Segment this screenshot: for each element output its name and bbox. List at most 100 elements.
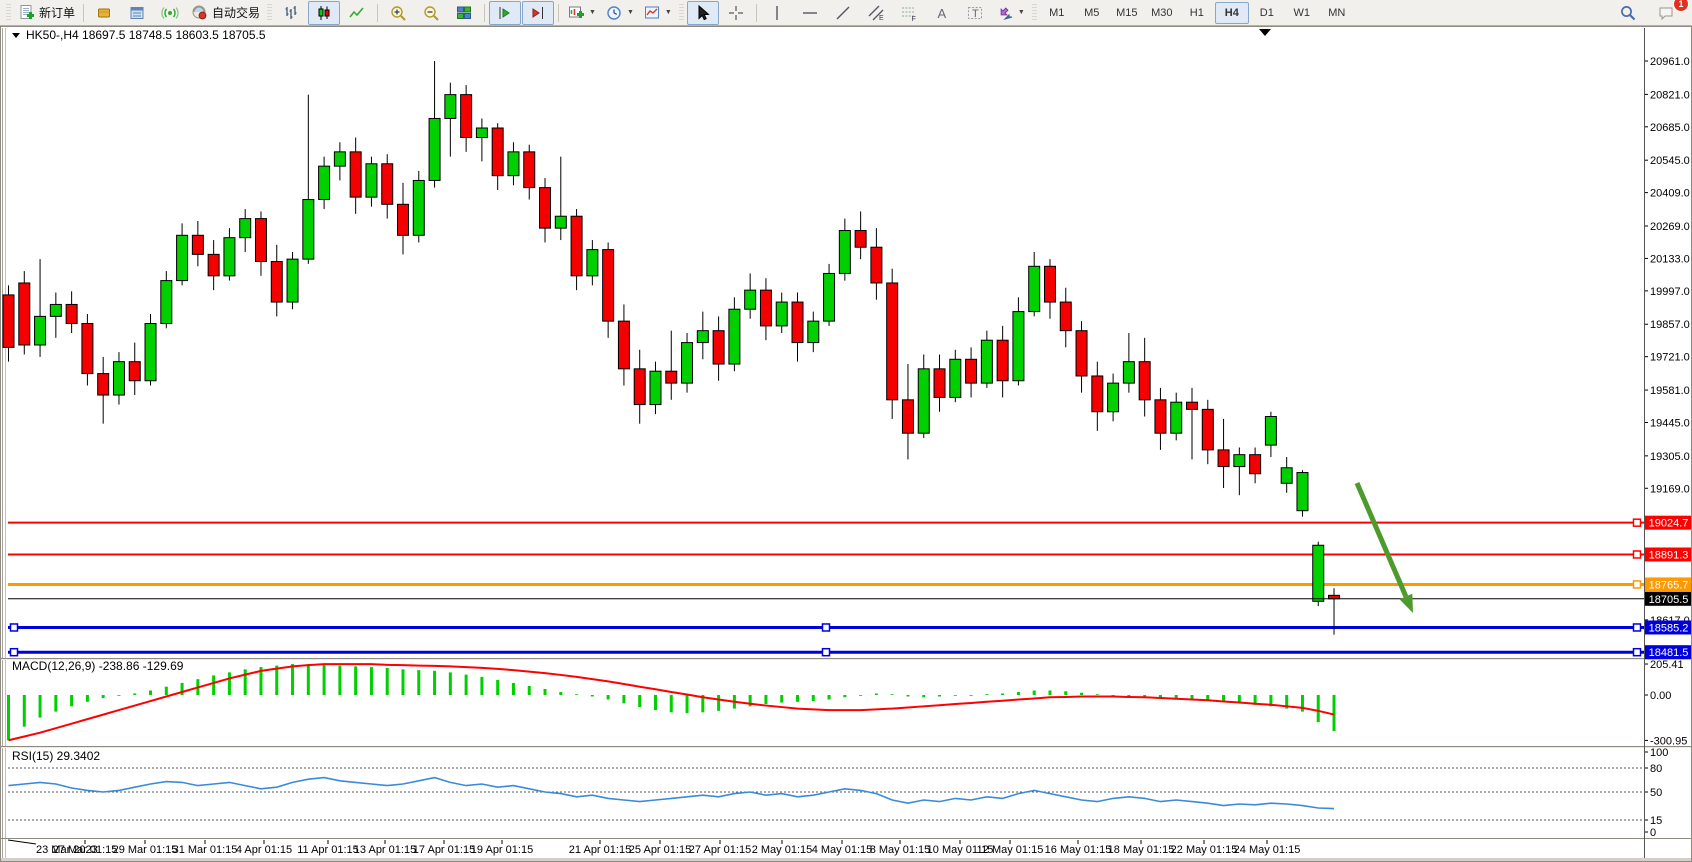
cursor-icon: [698, 4, 710, 20]
dropdown-caret: ▼: [626, 9, 634, 16]
trendline-button[interactable]: [827, 1, 859, 25]
chart-shift-button[interactable]: [522, 0, 555, 25]
bar-chart-button[interactable]: [275, 1, 307, 25]
timeframe-button-M15[interactable]: M15: [1116, 6, 1138, 19]
equidistant-channel-button[interactable]: E: [860, 1, 892, 25]
horizontal-line-button[interactable]: [794, 1, 826, 25]
toolbar-grip[interactable]: [267, 3, 273, 22]
arrows-button[interactable]: ▼: [992, 1, 1029, 25]
price-tick-label: 20269.0: [1650, 221, 1690, 233]
line-handle[interactable]: [9, 623, 19, 632]
new-order-icon: [20, 4, 34, 19]
price-tick-label: 20545.0: [1650, 155, 1690, 167]
zoom-out-button[interactable]: [415, 1, 447, 25]
timeframe-button-W1[interactable]: W1: [1293, 6, 1311, 19]
toolbar-grip[interactable]: [678, 3, 684, 22]
periods-button[interactable]: ▼: [601, 1, 638, 25]
time-label: 4 May 01:15: [812, 844, 873, 856]
line-handle[interactable]: [821, 623, 831, 632]
time-label: 13 Apr 01:15: [354, 844, 416, 856]
history-center-button[interactable]: [88, 1, 120, 25]
notification-badge: 1: [1673, 0, 1689, 12]
price-tick-label: 19721.0: [1650, 352, 1690, 364]
notifications-button[interactable]: 1: [1650, 0, 1689, 25]
time-label: 2 May 01:15: [752, 844, 813, 856]
trend-arrow-head[interactable]: [1399, 593, 1413, 613]
price-badges: 19024.7 18891.3 18765.7 18705.5 18585.2 18481…: [1645, 515, 1692, 660]
autotrading-button[interactable]: 自动交易: [187, 1, 264, 25]
time-label: 27 Apr 01:15: [689, 844, 751, 856]
new-order-button[interactable]: 新订单: [14, 1, 79, 25]
line-handle[interactable]: [821, 647, 831, 657]
crosshair-button[interactable]: [720, 1, 752, 25]
vertical-line-button[interactable]: [761, 1, 793, 25]
auto-scroll-icon: [499, 6, 510, 19]
chart-area[interactable]: 20961.0 20821.0 20685.0 20545.0 20409.0 20269…: [0, 26, 1692, 862]
collapse-arrow-icon[interactable]: [12, 33, 20, 38]
timeframe-button-MN[interactable]: MN: [1328, 6, 1346, 19]
main-toolbar: 新订单: [0, 0, 1692, 26]
line-handle[interactable]: [1632, 647, 1642, 657]
toolbar-grip[interactable]: [6, 3, 11, 22]
candlestick-chart-icon: [318, 5, 330, 20]
price-tick-label: 20409.0: [1650, 188, 1690, 200]
text-label-button[interactable]: T: [959, 1, 991, 25]
time-label: 8 May 01:15: [870, 844, 931, 856]
time-label: 22 May 01:15: [1171, 844, 1238, 856]
line-handle[interactable]: [1632, 580, 1642, 589]
new-chart-icon: [569, 6, 585, 18]
dropdown-caret: ▼: [664, 9, 672, 16]
line-handle[interactable]: [9, 647, 19, 657]
svg-text:T: T: [972, 8, 979, 20]
svg-text:F: F: [911, 16, 915, 22]
dropdown-caret: ▼: [1017, 9, 1025, 16]
timeframe-button-M30[interactable]: M30: [1151, 6, 1173, 19]
templates-button[interactable]: ▼: [639, 1, 676, 25]
text-button[interactable]: A: [926, 1, 958, 25]
price-tick-label: 19169.0: [1650, 483, 1690, 495]
candlestick-chart-button[interactable]: [308, 0, 341, 25]
separator: [484, 3, 486, 22]
line-chart-button[interactable]: [341, 1, 373, 25]
price-tick-label: 19581.0: [1650, 385, 1690, 397]
price-badge-18705.5: [1645, 591, 1692, 606]
price-badge-label: 18481.5: [1649, 647, 1689, 659]
price-tick-label: 20821.0: [1650, 89, 1690, 101]
line-handle[interactable]: [1632, 623, 1642, 632]
market-watch-button[interactable]: [121, 1, 153, 25]
autotrading-label: 自动交易: [212, 6, 261, 20]
timeframe-button-M1[interactable]: M1: [1049, 6, 1065, 19]
time-label: 10 May 01:15: [927, 844, 994, 856]
price-badge-18765.7: [1645, 577, 1692, 592]
auto-scroll-button[interactable]: [489, 0, 522, 25]
signals-button[interactable]: [154, 1, 186, 25]
timeframe-button-D1[interactable]: D1: [1259, 6, 1274, 19]
search-button[interactable]: [1612, 1, 1644, 25]
tile-windows-button[interactable]: [448, 1, 480, 25]
line-handle[interactable]: [1632, 518, 1642, 527]
dropdown-caret: ▼: [589, 9, 596, 16]
vertical-line-icon: [776, 5, 778, 20]
new-chart-button[interactable]: ▼: [563, 1, 600, 25]
price-tick-label: 20133.0: [1650, 253, 1690, 265]
time-label: 11 Apr 01:15: [297, 844, 359, 856]
chart-title: HK50-,H4 18697.5 18748.5 18603.5 18705.5: [12, 28, 266, 42]
line-handle[interactable]: [1632, 550, 1642, 559]
timeframe-button-H1[interactable]: H1: [1189, 6, 1204, 19]
signals-icon: [161, 6, 179, 19]
timeframe-button-M5[interactable]: M5: [1084, 6, 1100, 19]
fibonacci-button[interactable]: F: [893, 1, 925, 25]
trendline-icon: [836, 6, 850, 19]
timeframe-button-H4[interactable]: H4: [1214, 1, 1249, 24]
cursor-button[interactable]: [686, 0, 719, 25]
trend-arrow[interactable]: [1354, 482, 1409, 598]
time-label: 18 May 01:15: [1108, 844, 1175, 856]
toolbar-grip[interactable]: [1031, 3, 1037, 22]
zoom-in-button[interactable]: [382, 1, 414, 25]
price-tick-label: 19857.0: [1650, 319, 1690, 331]
time-label: 21 Apr 01:15: [569, 844, 631, 856]
chart-shift-marker[interactable]: [1259, 29, 1271, 36]
rsi-label: RSI(15) 29.3402: [12, 749, 100, 763]
price-badge-18891.3: [1645, 547, 1692, 562]
